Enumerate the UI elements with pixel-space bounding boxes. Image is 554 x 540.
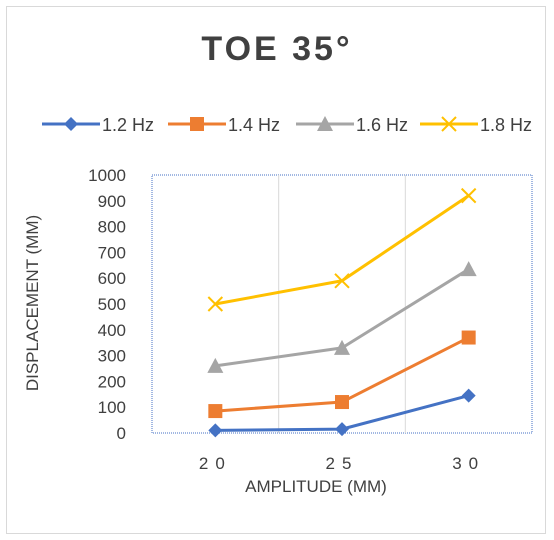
marker-x-stroke — [334, 273, 350, 289]
marker-diamond — [335, 422, 349, 437]
y-tick-label: 800 — [98, 218, 126, 237]
plot-border — [151, 174, 533, 434]
x-tick-label: 30 — [452, 454, 485, 473]
marker-diamond — [64, 117, 78, 131]
y-tick-label: 400 — [98, 321, 126, 340]
x-axis-title: AMPLITUDE (MM) — [245, 477, 387, 496]
y-tick-label: 1000 — [88, 166, 126, 185]
marker-diamond — [208, 423, 223, 438]
marker-x — [441, 116, 457, 132]
marker-triangle — [460, 261, 477, 277]
plot-area — [151, 174, 533, 438]
y-axis-title: DISPLACEMENT (MM) — [23, 215, 42, 391]
marker-x-stroke — [441, 116, 457, 132]
legend: 1.2 Hz 1.4 Hz 1.6 Hz 1.8 Hz — [42, 115, 532, 135]
series-line-3 — [215, 194, 470, 306]
marker-triangle — [207, 357, 224, 373]
y-tick-label: 100 — [98, 398, 126, 417]
marker-square — [208, 404, 223, 419]
marker-triangle — [317, 116, 333, 131]
y-tick-label: 200 — [98, 372, 126, 391]
x-axis: 20 25 30 — [199, 454, 485, 473]
marker-x — [460, 187, 477, 204]
y-tick-label: 0 — [117, 424, 126, 443]
y-tick-label: 900 — [98, 192, 126, 211]
legend-label: 1.8 Hz — [480, 115, 532, 135]
marker-triangle — [334, 339, 350, 355]
chart-title: TOE 35° — [201, 30, 353, 68]
marker-x-stroke — [460, 187, 477, 204]
marker-square — [335, 395, 349, 410]
y-tick-label: 700 — [98, 243, 126, 262]
marker-x — [207, 296, 224, 312]
legend-label: 1.2 Hz — [102, 115, 154, 135]
marker-x-stroke — [207, 296, 224, 312]
marker-square — [190, 117, 204, 131]
y-tick-label: 300 — [98, 347, 126, 366]
chart-frame — [6, 6, 546, 534]
marker-square — [461, 330, 476, 345]
legend-label: 1.6 Hz — [356, 115, 408, 135]
y-tick-label: 600 — [98, 269, 126, 288]
legend-label: 1.4 Hz — [228, 115, 280, 135]
x-tick-label: 20 — [199, 454, 232, 473]
y-axis: 0 100 200 300 400 500 600 700 800 900 1000 — [88, 166, 126, 443]
marker-diamond — [461, 388, 476, 403]
x-tick-label: 25 — [326, 454, 359, 473]
y-tick-label: 500 — [98, 295, 126, 314]
marker-x — [334, 273, 350, 289]
